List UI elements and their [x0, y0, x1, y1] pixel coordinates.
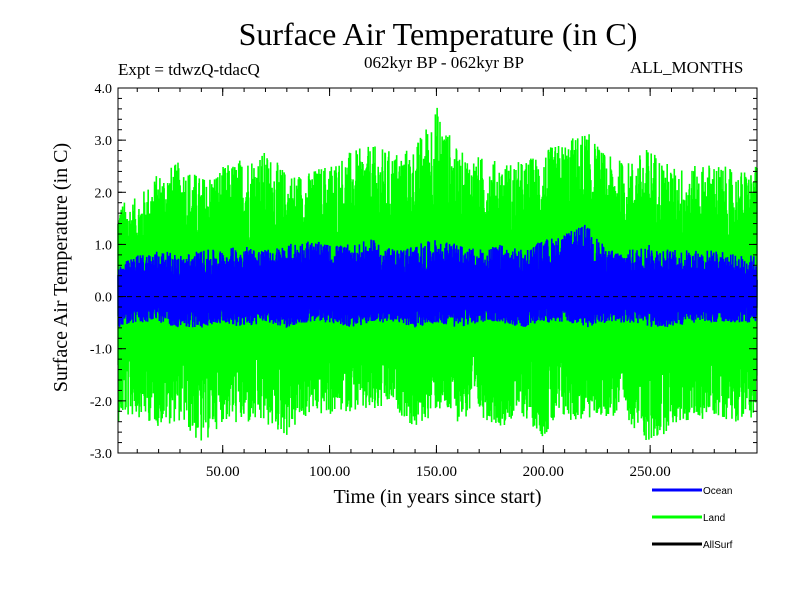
y-tick-label: -2.0 — [90, 395, 112, 410]
plot-area — [117, 107, 758, 441]
period-label: 062kyr BP - 062kyr BP — [364, 53, 524, 72]
legend-label-allsurf: AllSurf — [703, 540, 733, 551]
legend-label-land: Land — [703, 513, 725, 524]
y-axis-label: Surface Air Temperature (in C) — [50, 143, 72, 392]
axis-frame — [117, 87, 758, 454]
y-tick-label: 4.0 — [95, 82, 113, 97]
y-tick-label: -1.0 — [90, 343, 112, 358]
x-tick-label: 100.00 — [309, 464, 350, 480]
season-label: ALL_MONTHS — [630, 58, 744, 77]
series-land-line — [117, 107, 758, 441]
axes: -3.0 -2.0 -1.0 0.0 1.0 2.0 3.0 4.0 50.00 100.00 15… — [50, 82, 758, 508]
y-tick-label: -3.0 — [90, 447, 112, 462]
x-axis-label: Time (in years since start) — [333, 486, 541, 508]
series-ocean-line — [117, 224, 758, 328]
x-tick-label: 250.00 — [630, 464, 671, 480]
experiment-label: Expt = tdwzQ-tdacQ — [118, 60, 260, 79]
y-tick-label: 2.0 — [95, 186, 113, 201]
y-tick-label: 0.0 — [95, 291, 113, 306]
legend-label-ocean: Ocean — [703, 486, 732, 497]
legend: Ocean Land AllSurf — [652, 486, 733, 551]
y-tick-label: 1.0 — [95, 238, 113, 253]
y-tick-label: 3.0 — [95, 134, 113, 149]
x-tick-label: 200.00 — [523, 464, 564, 480]
x-tick-label: 50.00 — [206, 464, 240, 480]
x-tick-label: 150.00 — [416, 464, 457, 480]
chart-title: Surface Air Temperature (in C) — [238, 16, 638, 52]
